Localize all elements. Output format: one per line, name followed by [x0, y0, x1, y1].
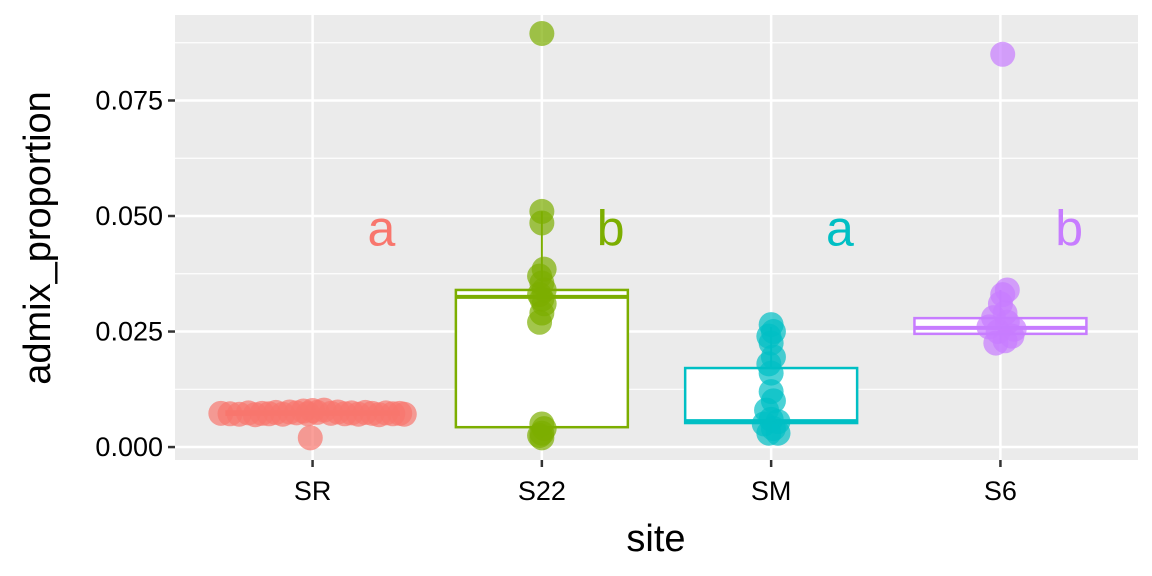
y-axis-title: admix_proportion [17, 91, 59, 385]
data-point [529, 20, 555, 46]
data-point [529, 425, 555, 451]
data-point [391, 401, 417, 427]
plot-panel [175, 15, 1138, 460]
x-tick-label: S6 [984, 476, 1017, 506]
y-tick-label: 0.025 [95, 317, 163, 347]
x-tick-label: SR [294, 476, 332, 506]
x-tick-label: SM [751, 476, 792, 506]
data-point [527, 309, 553, 335]
axes: 0.000 0.025 0.050 0.075 SR S22 SM S6 [95, 85, 1017, 506]
y-tick-label: 0.000 [95, 432, 163, 462]
data-point [983, 330, 1009, 356]
significance-letter: b [1055, 200, 1083, 256]
data-point [529, 210, 555, 236]
significance-letter: b [597, 200, 625, 256]
x-tick-label: S22 [518, 476, 566, 506]
y-tick-label: 0.050 [95, 201, 163, 231]
y-tick-label: 0.075 [95, 85, 163, 115]
jitter-points [208, 20, 1027, 451]
significance-letter: a [367, 200, 395, 256]
x-axis-title: site [626, 518, 685, 560]
data-point [756, 420, 782, 446]
data-point [758, 360, 784, 386]
data-point [297, 425, 323, 451]
significance-letter: a [826, 200, 854, 256]
data-point [990, 41, 1016, 67]
